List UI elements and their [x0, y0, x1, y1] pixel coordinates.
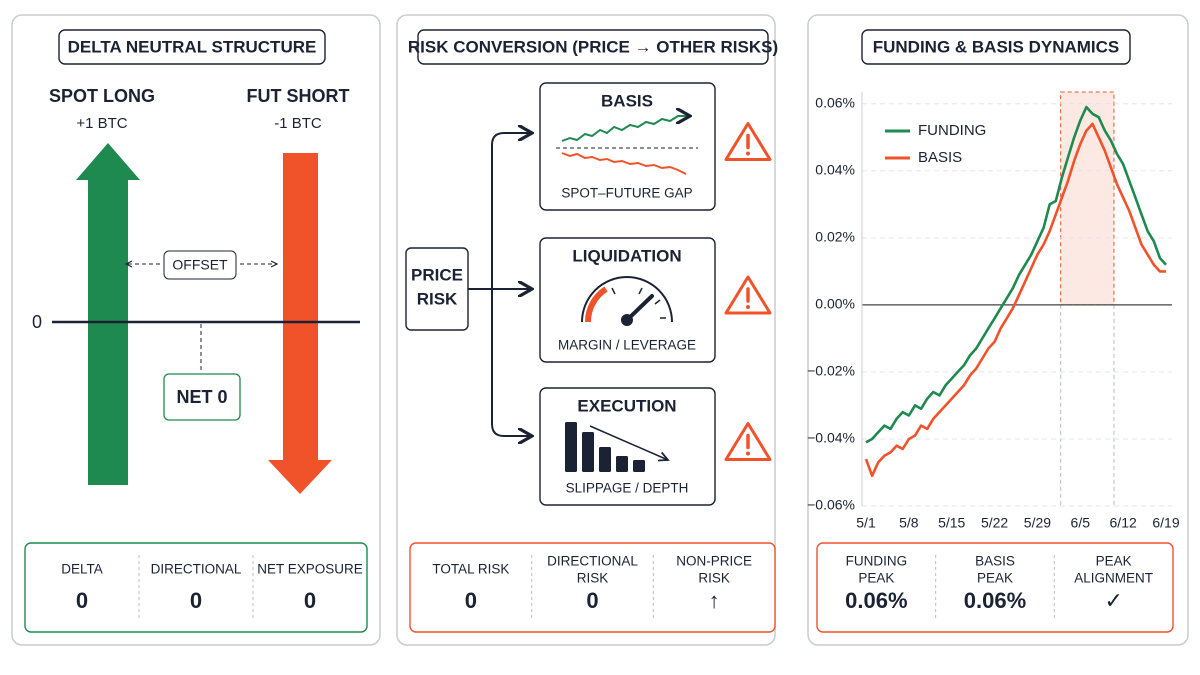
risk-title: LIQUIDATION: [572, 246, 681, 265]
y-tick-label: −0.06%: [807, 497, 855, 513]
stat-label: PEAK: [1096, 554, 1132, 569]
stat-value: 0.06%: [845, 588, 907, 613]
stat-value: 0: [465, 588, 477, 613]
series-line: [864, 122, 1166, 478]
warning-icon: [746, 305, 750, 309]
y-tick-label: −0.04%: [807, 430, 855, 446]
source-label: PRICE: [411, 265, 463, 284]
stat-value: 0: [76, 588, 88, 613]
warning-icon: [746, 451, 750, 456]
branch: [468, 133, 530, 290]
peak-highlight: [1060, 91, 1115, 306]
stat-value: ↑: [709, 588, 720, 613]
panel-title: RISK CONVERSION (PRICE → OTHER RISKS): [408, 37, 778, 56]
short-size: -1 BTC: [274, 115, 322, 132]
stat-label: DIRECTIONAL: [547, 554, 638, 569]
stat-value: 0: [304, 588, 316, 613]
stat-value: 0.06%: [964, 588, 1026, 613]
legend-label: FUNDING: [918, 122, 986, 139]
offset-label: OFFSET: [172, 257, 228, 273]
risk-box: [539, 387, 716, 506]
gauge-icon: [654, 299, 661, 305]
net-label: NET 0: [176, 387, 227, 407]
gauge-icon: [621, 314, 633, 326]
stat-label: DIRECTIONAL: [151, 562, 242, 577]
title-box: [58, 29, 326, 65]
risk-caption: MARGIN / LEVERAGE: [558, 338, 696, 353]
depth-icon: [599, 447, 611, 472]
y-tick-label: 0.00%: [815, 296, 855, 312]
offset-box: [163, 250, 237, 280]
depth-icon: [633, 460, 645, 472]
risk-box: [539, 82, 716, 211]
stat-label: PEAK: [977, 571, 1013, 586]
depth-icon: [616, 456, 628, 472]
stat-label: RISK: [577, 571, 609, 586]
risk-box: [539, 237, 716, 363]
depth-icon: [589, 425, 668, 460]
short-label: FUT SHORT: [247, 86, 350, 106]
x-tick-label: 6/5: [1071, 515, 1091, 531]
x-tick-label: 5/15: [938, 515, 965, 531]
source-label: RISK: [417, 289, 458, 308]
stat-label: FUNDING: [846, 554, 908, 569]
basis-icon: [561, 116, 688, 142]
depth-icon: [565, 422, 577, 472]
stat-value: ✓: [1104, 588, 1122, 613]
stat-label: DELTA: [61, 562, 103, 577]
stat-label: RISK: [698, 571, 730, 586]
stats-box: [24, 542, 368, 633]
stat-label: BASIS: [975, 554, 1015, 569]
gauge-icon: [581, 276, 673, 323]
x-tick-label: 5/22: [981, 515, 1008, 531]
zero-label: 0: [32, 312, 42, 332]
net-box: [163, 373, 241, 421]
stat-label: PEAK: [858, 571, 894, 586]
depth-icon: [582, 432, 594, 472]
stat-label: TOTAL RISK: [432, 562, 509, 577]
risk-caption: SPOT–FUTURE GAP: [561, 186, 692, 201]
x-tick-label: 6/12: [1110, 515, 1137, 531]
legend-label: BASIS: [918, 149, 962, 166]
y-tick-label: 0.02%: [815, 229, 855, 245]
stat-label: NON-PRICE: [676, 554, 752, 569]
y-tick-label: −0.02%: [807, 363, 855, 379]
stat-label: NET EXPOSURE: [257, 562, 363, 577]
y-tick-label: 0.06%: [815, 94, 855, 110]
basis-icon: [561, 152, 687, 175]
y-tick-label: 0.04%: [815, 162, 855, 178]
gauge-icon: [638, 287, 643, 295]
stats-box: [816, 542, 1174, 633]
panel: [807, 14, 1189, 646]
risk-title: BASIS: [601, 91, 653, 110]
branch: [491, 289, 530, 436]
warning-icon: [746, 151, 750, 156]
x-tick-label: 5/8: [899, 515, 919, 531]
x-tick-label: 5/1: [856, 515, 876, 531]
stats-box: [409, 542, 776, 633]
risk-title: EXECUTION: [577, 396, 676, 415]
stat-label: ALIGNMENT: [1074, 571, 1153, 586]
gauge-icon: [584, 286, 608, 323]
stat-value: 0: [586, 588, 598, 613]
panel-title: DELTA NEUTRAL STRUCTURE: [68, 37, 317, 56]
long-arrow: [76, 143, 140, 485]
x-tick-label: 5/29: [1024, 515, 1051, 531]
title-box: [861, 29, 1131, 65]
title-box: [417, 29, 769, 65]
long-label: SPOT LONG: [49, 86, 155, 106]
x-tick-label: 6/19: [1152, 515, 1179, 531]
panel-title: FUNDING & BASIS DYNAMICS: [873, 37, 1120, 56]
stat-value: 0: [190, 588, 202, 613]
long-size: +1 BTC: [76, 115, 127, 132]
series-line: [865, 105, 1167, 444]
risk-caption: SLIPPAGE / DEPTH: [566, 481, 689, 496]
short-arrow: [268, 153, 332, 494]
gauge-icon: [611, 287, 616, 295]
